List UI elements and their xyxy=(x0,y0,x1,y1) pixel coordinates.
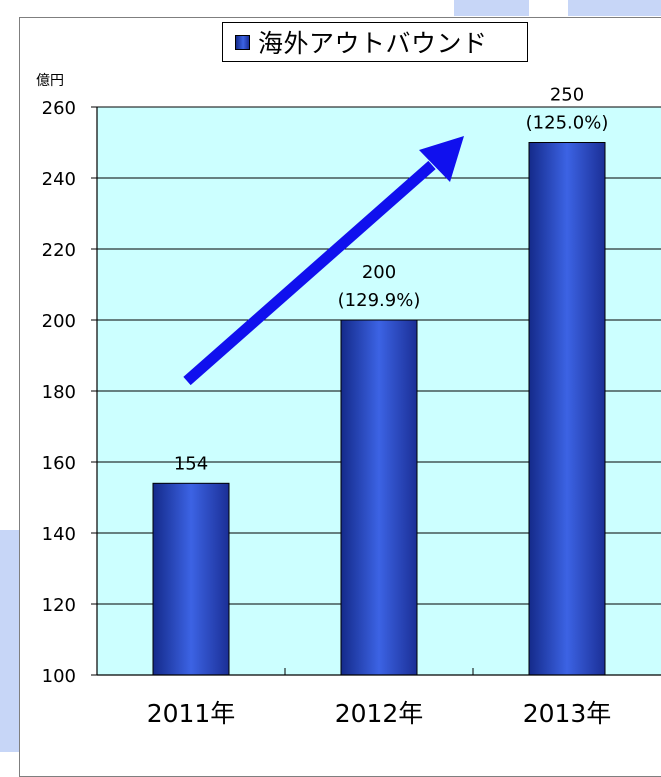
legend-label: 海外アウトバウンド xyxy=(258,29,488,58)
growth-label: (125.0%) xyxy=(526,113,609,134)
chart-canvas: 154 200 (129.9%) 250 (125.0%) 100 120 140 160 18… xyxy=(42,85,661,728)
trend-arrow-head xyxy=(419,136,464,182)
legend: 海外アウトバウンド xyxy=(222,22,528,62)
y-tick-label: 180 xyxy=(42,382,76,403)
data-label: 250 xyxy=(550,85,584,106)
y-tick-label: 240 xyxy=(42,169,76,190)
data-label: 154 xyxy=(174,453,208,474)
bar xyxy=(528,142,606,676)
y-tick-label: 220 xyxy=(42,240,76,261)
y-tick-label: 160 xyxy=(42,453,76,474)
y-tick-label: 260 xyxy=(42,98,76,119)
background-panel-top-middle xyxy=(454,0,529,16)
bar xyxy=(152,482,230,676)
x-tick-label: 2011年 xyxy=(147,699,236,728)
y-axis-unit-label: 億円 xyxy=(36,73,64,89)
y-tick-label: 200 xyxy=(42,311,76,332)
axes: 100 120 140 160 180 200 220 240 260 2011年 2012年 201… xyxy=(42,98,661,728)
y-tick-label: 100 xyxy=(42,666,76,687)
bars xyxy=(152,142,606,676)
trend-arrow xyxy=(183,136,464,386)
x-tick-label: 2012年 xyxy=(335,699,424,728)
y-tick-label: 120 xyxy=(42,595,76,616)
data-labels: 154 200 (129.9%) 250 (125.0%) xyxy=(174,85,609,475)
bar xyxy=(340,319,418,676)
background-panel-top-right xyxy=(568,0,661,16)
x-tick-label: 2013年 xyxy=(523,699,612,728)
legend-swatch xyxy=(235,34,250,50)
growth-label: (129.9%) xyxy=(338,290,421,311)
trend-arrow-shaft xyxy=(183,160,436,386)
background-panel-left xyxy=(0,530,20,752)
y-tick-label: 140 xyxy=(42,524,76,545)
data-label: 200 xyxy=(362,262,396,283)
